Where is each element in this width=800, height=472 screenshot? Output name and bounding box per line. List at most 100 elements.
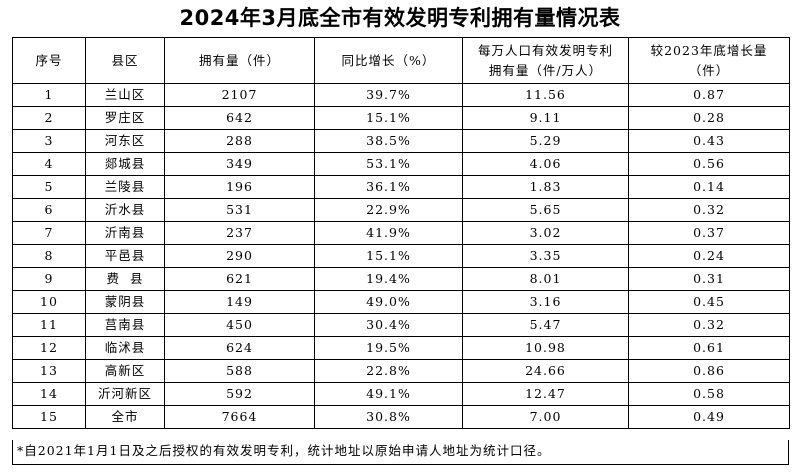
cell-growth: 36.1% — [314, 175, 463, 199]
cell-increase: 0.28 — [628, 106, 790, 130]
cell-count: 237 — [164, 221, 315, 245]
header-row: 序号 县区 拥有量（件） 同比增长（%） 每万人口有效发明专利 拥有量（件/万人… — [12, 37, 790, 84]
cell-seq: 8 — [12, 244, 86, 268]
cell-district: 罗庄区 — [85, 106, 165, 130]
cell-increase: 0.43 — [628, 129, 790, 153]
header-increase-line1: 较2023年底增长量 — [650, 42, 768, 58]
cell-growth: 49.0% — [314, 290, 463, 314]
cell-district: 郯城县 — [85, 152, 165, 176]
cell-count: 196 — [164, 175, 315, 199]
cell-district: 莒南县 — [85, 313, 165, 337]
cell-district: 高新区 — [85, 359, 165, 383]
cell-growth: 41.9% — [314, 221, 463, 245]
cell-count: 2107 — [164, 83, 315, 107]
cell-growth: 30.4% — [314, 313, 463, 337]
cell-district: 蒙阴县 — [85, 290, 165, 314]
cell-growth: 15.1% — [314, 106, 463, 130]
cell-growth: 53.1% — [314, 152, 463, 176]
cell-district: 临沭县 — [85, 336, 165, 360]
cell-district: 费 县 — [85, 267, 165, 291]
cell-increase: 0.86 — [628, 359, 790, 383]
table-row: 2 罗庄区 642 15.1% 9.11 0.28 — [12, 106, 790, 130]
cell-district: 平邑县 — [85, 244, 165, 268]
header-growth: 同比增长（%） — [314, 37, 463, 84]
cell-increase: 0.87 — [628, 83, 790, 107]
cell-per-10k: 9.11 — [462, 106, 629, 130]
cell-increase: 0.37 — [628, 221, 790, 245]
cell-increase: 0.61 — [628, 336, 790, 360]
cell-district: 兰山区 — [85, 83, 165, 107]
cell-seq: 6 — [12, 198, 86, 222]
table-row: 11 莒南县 450 30.4% 5.47 0.32 — [12, 313, 790, 337]
cell-per-10k: 5.47 — [462, 313, 629, 337]
cell-growth: 38.5% — [314, 129, 463, 153]
cell-seq: 3 — [12, 129, 86, 153]
cell-count: 624 — [164, 336, 315, 360]
cell-count: 621 — [164, 267, 315, 291]
cell-per-10k: 1.83 — [462, 175, 629, 199]
cell-seq: 4 — [12, 152, 86, 176]
cell-growth: 19.5% — [314, 336, 463, 360]
cell-district: 沂南县 — [85, 221, 165, 245]
cell-per-10k: 4.06 — [462, 152, 629, 176]
table-row: 15 全市 7664 30.8% 7.00 0.49 — [12, 405, 790, 429]
cell-growth: 19.4% — [314, 267, 463, 291]
table-row: 8 平邑县 290 15.1% 3.35 0.24 — [12, 244, 790, 268]
header-count: 拥有量（件） — [164, 37, 315, 84]
table-row: 1 兰山区 2107 39.7% 11.56 0.87 — [12, 83, 790, 107]
cell-count: 592 — [164, 382, 315, 406]
table-row: 12 临沭县 624 19.5% 10.98 0.61 — [12, 336, 790, 360]
cell-increase: 0.14 — [628, 175, 790, 199]
cell-growth: 22.9% — [314, 198, 463, 222]
header-per-10k: 每万人口有效发明专利 拥有量（件/万人） — [462, 37, 629, 84]
header-increase: 较2023年底增长量 （件） — [628, 37, 790, 84]
cell-per-10k: 11.56 — [462, 83, 629, 107]
cell-growth: 39.7% — [314, 83, 463, 107]
cell-per-10k: 3.35 — [462, 244, 629, 268]
cell-count: 349 — [164, 152, 315, 176]
cell-increase: 0.45 — [628, 290, 790, 314]
table-row: 13 高新区 588 22.8% 24.66 0.86 — [12, 359, 790, 383]
cell-increase: 0.32 — [628, 198, 790, 222]
table-row: 5 兰陵县 196 36.1% 1.83 0.14 — [12, 175, 790, 199]
cell-district: 河东区 — [85, 129, 165, 153]
cell-count: 531 — [164, 198, 315, 222]
cell-count: 288 — [164, 129, 315, 153]
cell-growth: 22.8% — [314, 359, 463, 383]
cell-count: 642 — [164, 106, 315, 130]
header-increase-line2: （件） — [688, 62, 730, 78]
cell-increase: 0.32 — [628, 313, 790, 337]
cell-district: 沂水县 — [85, 198, 165, 222]
table-row: 7 沂南县 237 41.9% 3.02 0.37 — [12, 221, 790, 245]
table-row: 4 郯城县 349 53.1% 4.06 0.56 — [12, 152, 790, 176]
cell-per-10k: 24.66 — [462, 359, 629, 383]
header-district: 县区 — [85, 37, 165, 84]
cell-increase: 0.24 — [628, 244, 790, 268]
cell-per-10k: 5.65 — [462, 198, 629, 222]
cell-count: 290 — [164, 244, 315, 268]
cell-count: 149 — [164, 290, 315, 314]
footnote: *自2021年1月1日及之后授权的有效发明专利，统计地址以原始申请人地址为统计口… — [12, 440, 789, 465]
cell-seq: 7 — [12, 221, 86, 245]
cell-seq: 10 — [12, 290, 86, 314]
cell-seq: 9 — [12, 267, 86, 291]
cell-per-10k: 3.16 — [462, 290, 629, 314]
patent-table: 序号 县区 拥有量（件） 同比增长（%） 每万人口有效发明专利 拥有量（件/万人… — [12, 37, 790, 429]
cell-per-10k: 8.01 — [462, 267, 629, 291]
header-seq: 序号 — [12, 37, 86, 84]
cell-growth: 30.8% — [314, 405, 463, 429]
header-per-10k-line2: 拥有量（件/万人） — [488, 62, 603, 78]
cell-increase: 0.56 — [628, 152, 790, 176]
cell-count: 450 — [164, 313, 315, 337]
cell-seq: 15 — [12, 405, 86, 429]
table-title: 2024年3月底全市有效发明专利拥有量情况表 — [179, 6, 621, 30]
cell-increase: 0.58 — [628, 382, 790, 406]
cell-increase: 0.31 — [628, 267, 790, 291]
cell-seq: 14 — [12, 382, 86, 406]
cell-count: 588 — [164, 359, 315, 383]
cell-seq: 5 — [12, 175, 86, 199]
cell-district: 全市 — [85, 405, 165, 429]
cell-count: 7664 — [164, 405, 315, 429]
table-row: 3 河东区 288 38.5% 5.29 0.43 — [12, 129, 790, 153]
